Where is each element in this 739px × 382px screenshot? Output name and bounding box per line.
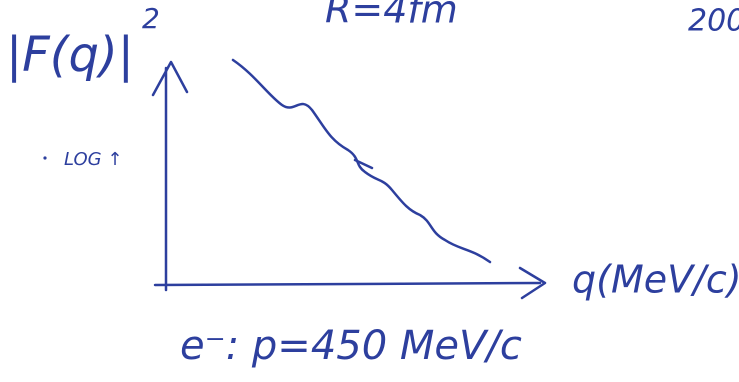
x-axis-label: q(MeV/c)	[572, 258, 739, 302]
page: R=4fm 200 |F(q)| 2 LOG ↑ q(MeV/c) e⁻: p=…	[0, 0, 739, 382]
y-axis-exponent: 2	[142, 2, 160, 35]
y-axis-arrow	[153, 62, 187, 95]
corner-note: 200	[688, 4, 739, 39]
radius-note: R=4fm	[325, 0, 458, 32]
y-scale-note: LOG ↑	[64, 149, 122, 170]
caption: e⁻: p=450 MeV/c	[180, 323, 522, 369]
form-factor-curve	[233, 60, 490, 262]
y-axis-label: |F(q)|	[6, 27, 134, 83]
x-axis	[155, 283, 540, 285]
ink-dot	[43, 156, 46, 159]
sketch: R=4fm 200 |F(q)| 2 LOG ↑ q(MeV/c) e⁻: p=…	[0, 0, 739, 382]
